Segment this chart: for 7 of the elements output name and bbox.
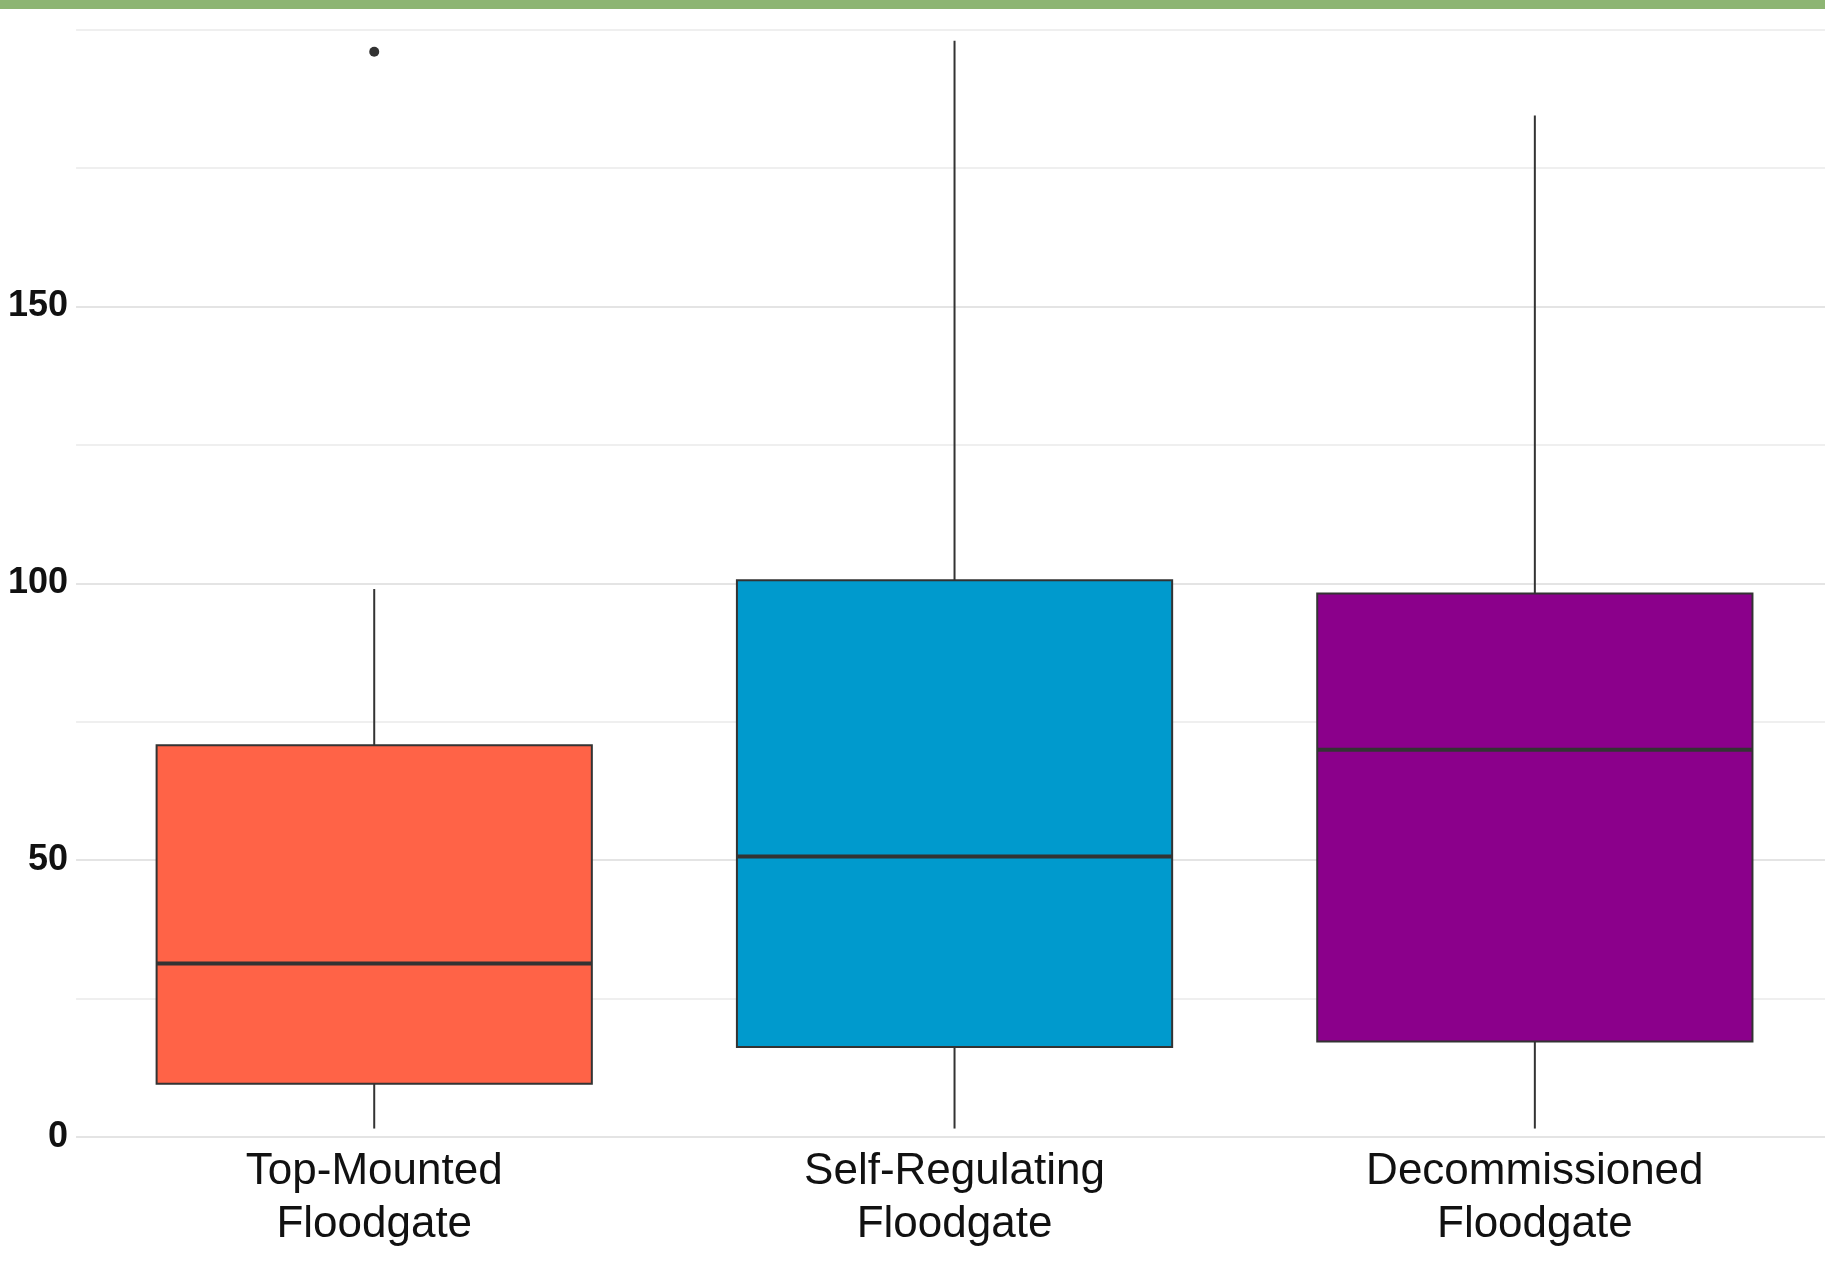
x-tick-label: Top-Mounted Floodgate: [245, 1143, 503, 1246]
y-tick-label: 0: [48, 1114, 69, 1156]
y-tick-label: 150: [7, 283, 69, 325]
y-tick-label: 50: [28, 837, 69, 879]
x-tick-label: Decommissioned Floodgate: [1366, 1143, 1704, 1246]
x-tick-label: Self-Regulating Floodgate: [804, 1143, 1105, 1246]
y-tick-label: 100: [7, 560, 69, 602]
